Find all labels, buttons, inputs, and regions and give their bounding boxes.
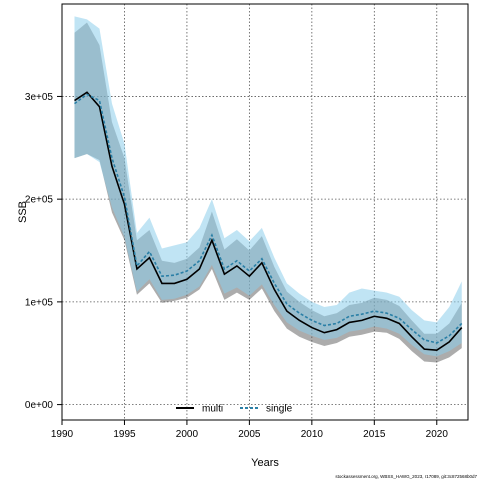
x-tick-label: 2005	[238, 429, 261, 440]
y-tick-label: 1e+05	[25, 297, 54, 308]
x-tick-label: 2020	[426, 429, 449, 440]
band-single	[74, 16, 462, 357]
line-single	[74, 93, 463, 344]
y-tick-label: 0e+00	[25, 400, 54, 411]
plot-frame	[61, 3, 469, 421]
legend-label-single: single	[266, 404, 293, 415]
confidence-bands	[74, 16, 462, 363]
axes: 1990 1995 2000 2005 2010 2015 2020 0e+00 1e+05 2e…	[25, 92, 448, 440]
x-axis-title: Years	[251, 457, 279, 469]
y-axis-title: SSB	[17, 201, 29, 223]
x-tick-label: 2015	[363, 429, 386, 440]
y-tick-label: 2e+05	[25, 195, 54, 206]
y-tick-label: 3e+05	[25, 92, 54, 103]
series-lines	[74, 91, 463, 351]
source-note: stockassessment.org, WBSS_HAWG_2023, r17…	[335, 474, 477, 479]
x-tick-label: 2000	[176, 429, 199, 440]
legend: multi single	[176, 404, 293, 415]
x-tick-label: 1995	[113, 429, 136, 440]
x-tick-label: 1990	[51, 429, 74, 440]
legend-label-multi: multi	[202, 404, 223, 415]
line-multi	[74, 91, 463, 351]
x-tick-label: 2010	[301, 429, 324, 440]
